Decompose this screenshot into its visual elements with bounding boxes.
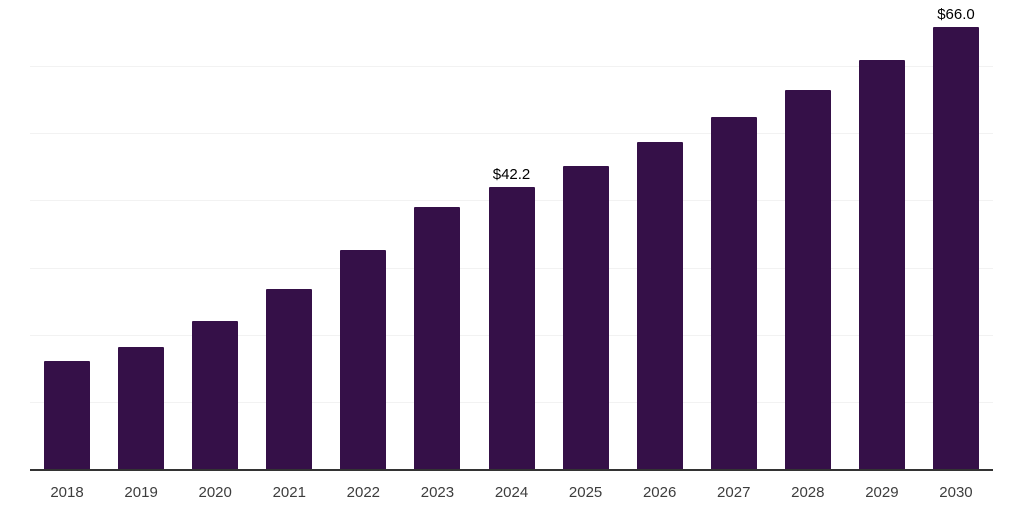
- bar-slot-2020: [178, 0, 252, 470]
- bar-slot-2022: [326, 0, 400, 470]
- x-tick-label-2030: 2030: [939, 484, 973, 501]
- bar-2019: [118, 347, 165, 470]
- bar-2020: [192, 320, 239, 470]
- bar-slot-2019: [104, 0, 178, 470]
- x-axis-labels: 2018 2019 2020 2021 2022 2023 2024 2025 2026 2027…: [30, 471, 993, 512]
- x-axis-line: [30, 469, 993, 471]
- x-tick-label-2026: 2026: [642, 484, 677, 501]
- bar-slot-2026: [623, 0, 697, 470]
- x-tick-label-2028: 2028: [791, 484, 825, 501]
- bar-slot-2029: [845, 0, 919, 470]
- bar-slot-2023: [400, 0, 474, 470]
- x-tick-label-2025: 2025: [568, 484, 603, 501]
- data-label-2024: $42.2: [492, 165, 531, 183]
- bar-2018: [44, 361, 91, 470]
- data-label-2030: $66.0: [937, 5, 975, 23]
- bar-2029: [858, 60, 905, 470]
- x-tick-label-2021: 2021: [272, 484, 306, 501]
- x-tick-label-2019: 2019: [124, 484, 158, 501]
- bar-slot-2024: $42.2: [474, 0, 548, 470]
- bar-slot-2028: [771, 0, 845, 470]
- bars-container: $42.2 $66.0: [30, 0, 993, 470]
- x-tick-label-2018: 2018: [50, 484, 84, 501]
- gridline-60: [30, 66, 993, 68]
- bar-2024: [488, 186, 535, 470]
- bar-slot-2027: [697, 0, 771, 470]
- bar-2025: [562, 165, 609, 470]
- x-tick-label-2020: 2020: [198, 484, 232, 501]
- bar-2022: [340, 250, 387, 470]
- bar-slot-2025: [549, 0, 623, 470]
- bar-2030: [932, 26, 979, 470]
- plot-area: $42.2 $66.0: [30, 0, 993, 471]
- x-tick-label-2022: 2022: [346, 484, 381, 501]
- bar-slot-2018: [30, 0, 104, 470]
- x-tick-label-2029: 2029: [865, 484, 899, 501]
- x-tick-label-2027: 2027: [717, 484, 751, 501]
- x-tick-label-2023: 2023: [420, 484, 455, 501]
- bar-2027: [710, 116, 757, 470]
- bar-2021: [266, 289, 313, 470]
- x-tick-label-2024: 2024: [494, 484, 529, 501]
- bar-slot-2030: $66.0: [919, 0, 993, 470]
- gridline-50: [30, 133, 993, 135]
- bar-2023: [414, 207, 461, 470]
- bar-2026: [636, 142, 683, 470]
- bar-slot-2021: [252, 0, 326, 470]
- bar-2028: [784, 89, 831, 470]
